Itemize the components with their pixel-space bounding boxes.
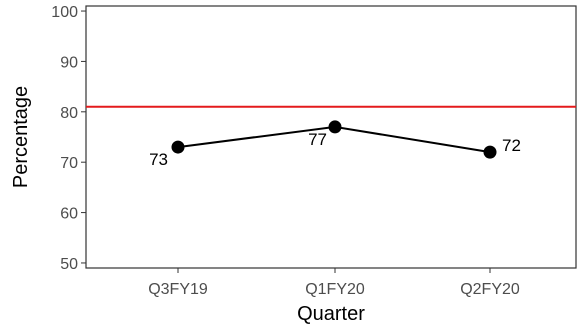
data-label: 77 xyxy=(308,130,327,149)
y-axis: 50 60 70 80 90 100 xyxy=(51,4,86,273)
data-labels: 73 77 72 xyxy=(149,130,521,169)
y-axis-title: Percentage xyxy=(10,86,32,188)
y-tick-label: 50 xyxy=(60,256,78,273)
data-point xyxy=(483,145,497,159)
plot-panel xyxy=(85,5,577,269)
x-tick-label: Q2FY20 xyxy=(460,281,520,298)
x-tick-label: Q1FY20 xyxy=(305,281,365,298)
x-axis-title: Quarter xyxy=(297,303,365,325)
y-tick-label: 70 xyxy=(60,155,78,172)
x-axis: Q3FY19 Q1FY20 Q2FY20 xyxy=(148,268,520,298)
y-tick-label: 100 xyxy=(51,4,78,21)
data-label: 72 xyxy=(502,136,521,155)
data-points xyxy=(171,120,497,159)
y-tick-label: 90 xyxy=(60,54,78,71)
y-tick-label: 60 xyxy=(60,206,78,223)
y-tick-label: 80 xyxy=(60,105,78,122)
data-point xyxy=(171,140,185,154)
data-point xyxy=(328,120,342,134)
data-label: 73 xyxy=(149,150,168,169)
x-tick-label: Q3FY19 xyxy=(148,281,208,298)
